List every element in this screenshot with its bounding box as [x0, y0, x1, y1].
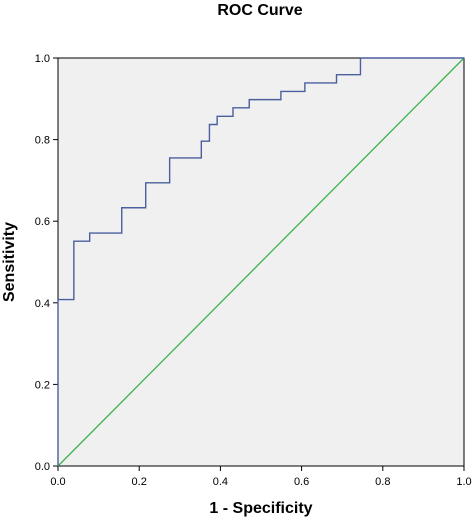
reference-line: [57, 57, 465, 467]
x-tick-label: 0.2: [132, 476, 147, 488]
chart-title: ROC Curve: [217, 2, 303, 19]
y-tick-label: 0.0: [35, 461, 50, 473]
roc-curve-line: [57, 57, 464, 466]
y-tick-label: 0.2: [35, 379, 50, 391]
x-tick-label: 1.0: [456, 476, 471, 488]
x-tick-label: 0.8: [375, 476, 390, 488]
x-axis-label: 1 - Specificity: [209, 500, 313, 517]
x-tick-label: 0.6: [294, 476, 309, 488]
y-tick-label: 0.4: [35, 298, 50, 310]
y-tick-label: 0.8: [35, 135, 50, 147]
x-tick-label: 0.4: [213, 476, 228, 488]
x-tick-label: 0.0: [50, 476, 65, 488]
y-tick-label: 0.6: [35, 216, 50, 228]
y-axis-label: Sensitivity: [1, 221, 18, 303]
y-tick-label: 1.0: [35, 53, 50, 65]
